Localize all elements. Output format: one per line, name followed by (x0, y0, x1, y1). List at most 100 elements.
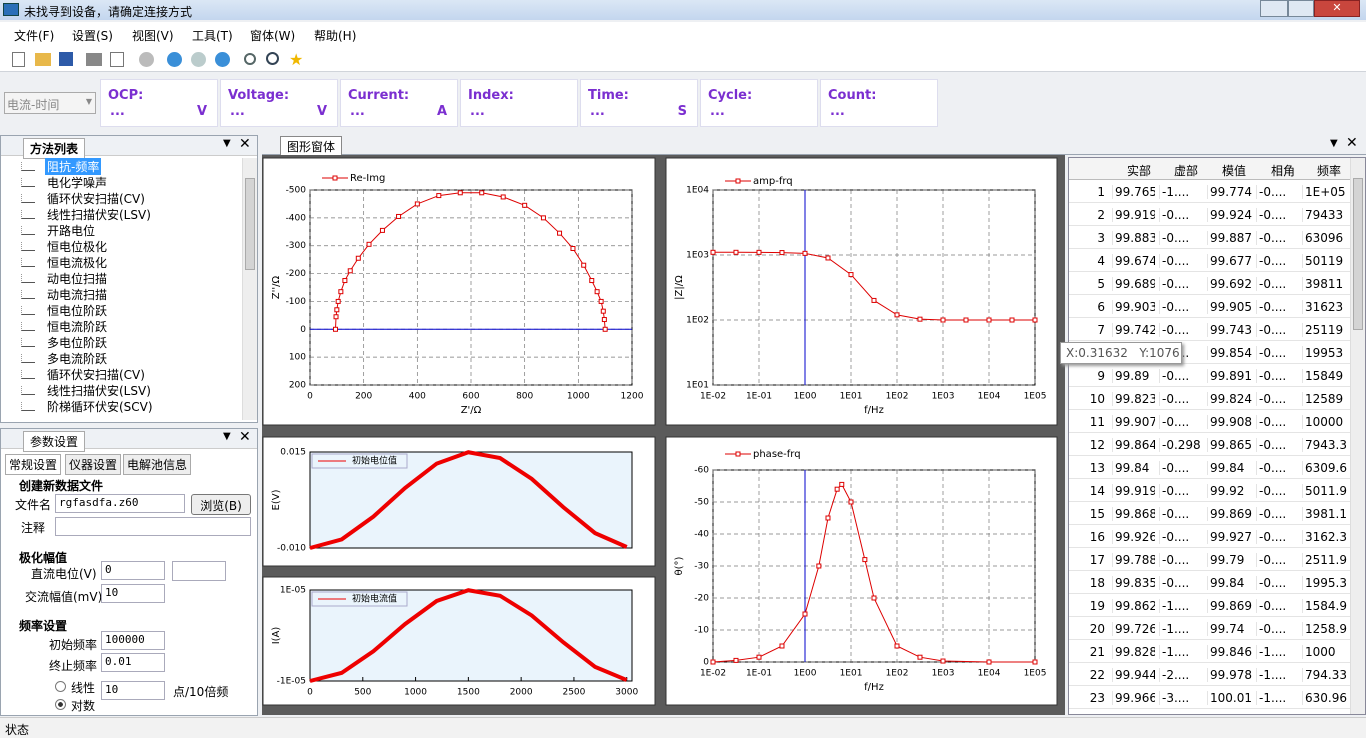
column-header: 相角 (1271, 164, 1296, 178)
table-cell: 31623 (1302, 300, 1350, 314)
table-cell: 99.865 (1207, 438, 1252, 452)
zoom-icon[interactable] (244, 53, 256, 65)
row-line (1069, 225, 1350, 226)
field-unit: V (196, 104, 207, 119)
chart-tab[interactable]: 图形窗体 (280, 136, 343, 156)
data-point (598, 298, 604, 304)
field-value: ... (470, 104, 485, 119)
text-input[interactable]: 0.01 (101, 653, 165, 672)
close-panel[interactable]: ✕ (239, 429, 251, 445)
menu-item[interactable]: 窗体(W) (250, 29, 296, 43)
menu-item[interactable]: 设置(S) (72, 29, 113, 43)
params-tab[interactable]: 仪器设置 (65, 454, 122, 475)
method-item[interactable]: 恒电位极化 (47, 240, 108, 254)
browse-button[interactable]: 浏览(B) (191, 494, 251, 515)
field-value: ... (710, 104, 725, 119)
stop-icon[interactable] (215, 52, 230, 67)
method-item[interactable]: 阶梯循环伏安(SCV) (47, 400, 153, 414)
method-item[interactable]: 电化学噪声 (47, 176, 108, 190)
pause-icon[interactable] (191, 52, 206, 67)
method-item[interactable]: 动电流扫描 (47, 288, 108, 302)
pin-button[interactable]: ▼ (223, 431, 231, 442)
scrollbar[interactable] (242, 158, 257, 420)
pin-button[interactable]: ▼ (1330, 138, 1338, 149)
menu-item[interactable]: 视图(V) (132, 29, 174, 43)
text-input[interactable]: 10 (101, 681, 165, 700)
table-cell: -0.... (1256, 461, 1298, 475)
y-tick-label: 0 (300, 325, 306, 335)
close-panel[interactable]: ✕ (1346, 135, 1358, 151)
legend-marker (735, 178, 741, 184)
print-icon[interactable] (86, 53, 102, 66)
table-cell: 99.944 (1112, 668, 1155, 682)
row-line (1069, 639, 1350, 640)
x-tick-label: 1E05 (1024, 669, 1047, 679)
y-tick-label: 200 (289, 381, 306, 391)
run-icon[interactable] (167, 52, 182, 67)
method-item[interactable]: 阻抗-频率 (45, 158, 102, 175)
method-item[interactable]: 动电位扫描 (47, 272, 108, 286)
row-line (1069, 248, 1350, 249)
method-item[interactable]: 循环伏安扫描(CV) (47, 192, 145, 206)
method-item[interactable]: 恒电流阶跃 (47, 320, 108, 334)
text-input[interactable]: 100000 (101, 631, 165, 650)
table-cell: -0.... (1256, 599, 1298, 613)
tooltip-x: X:0.31632 (1066, 346, 1128, 360)
table-cell: 99.677 (1207, 254, 1252, 268)
status-field: OCP:... V (100, 79, 218, 127)
params-tab[interactable]: 电解池信息 (123, 454, 192, 475)
method-item[interactable]: 循环伏安扫描(CV) (47, 368, 145, 382)
data-point (733, 249, 739, 255)
menu-item[interactable]: 帮助(H) (314, 29, 357, 43)
table-cell: 6309.6 (1302, 461, 1350, 475)
window-title: 未找寻到设备，请确定连接方式 (24, 5, 193, 19)
row-number: 7 (1097, 323, 1105, 337)
text-input[interactable]: 0 (101, 561, 165, 580)
params-tab[interactable]: 常规设置 (5, 454, 62, 475)
field-label: Time: (588, 88, 629, 103)
text-input[interactable] (55, 517, 251, 536)
menu-item[interactable]: 文件(F) (14, 29, 55, 43)
status-field: Time:... S (580, 79, 698, 127)
row-number: 22 (1089, 668, 1105, 682)
preview-icon[interactable] (110, 52, 124, 67)
close-button[interactable]: ✕ (1314, 0, 1360, 17)
unit-select[interactable] (172, 561, 226, 581)
text-input[interactable]: rgfasdfa.z60 (55, 494, 185, 513)
data-point (335, 298, 341, 304)
x-tick-label: 1E00 (794, 669, 817, 679)
radio-button[interactable] (55, 681, 66, 692)
row-line (1069, 455, 1350, 456)
save-icon[interactable] (59, 52, 73, 66)
legend-label: 初始电位值 (352, 455, 397, 467)
data-point (601, 317, 607, 323)
method-item[interactable]: 恒电位阶跃 (47, 304, 108, 318)
radio-button[interactable] (55, 699, 66, 710)
table-cell: 1000 (1302, 645, 1350, 659)
device-icon[interactable] (139, 52, 154, 67)
scrollbar[interactable] (1350, 158, 1365, 714)
y-axis-label: I(A) (271, 627, 282, 645)
toolbar: ★ (0, 46, 1366, 72)
row-number: 20 (1089, 622, 1105, 636)
new-icon[interactable] (12, 52, 25, 67)
close-panel[interactable]: ✕ (239, 136, 251, 152)
text-input[interactable]: 10 (101, 584, 165, 603)
open-icon[interactable] (35, 53, 51, 66)
menu-item[interactable]: 工具(T) (192, 29, 233, 43)
method-item[interactable]: 多电位阶跃 (47, 336, 108, 350)
favorite-icon[interactable]: ★ (289, 50, 304, 69)
minimize-button[interactable] (1260, 0, 1288, 17)
mode-select[interactable]: 电流-时间 ▼ (4, 92, 96, 114)
y-tick-label: -0.010 (277, 544, 306, 554)
method-item[interactable]: 线性扫描伏安(LSV) (47, 384, 151, 398)
method-item[interactable]: 多电流阶跃 (47, 352, 108, 366)
pin-button[interactable]: ▼ (223, 138, 231, 149)
y-tick-label: 1E02 (686, 316, 709, 326)
maximize-button[interactable] (1288, 0, 1314, 17)
field-label: 文件名 (15, 498, 52, 512)
search-icon[interactable] (266, 52, 279, 65)
method-item[interactable]: 恒电流极化 (47, 256, 108, 270)
method-item[interactable]: 线性扫描伏安(LSV) (47, 208, 151, 222)
method-item[interactable]: 开路电位 (47, 224, 96, 238)
